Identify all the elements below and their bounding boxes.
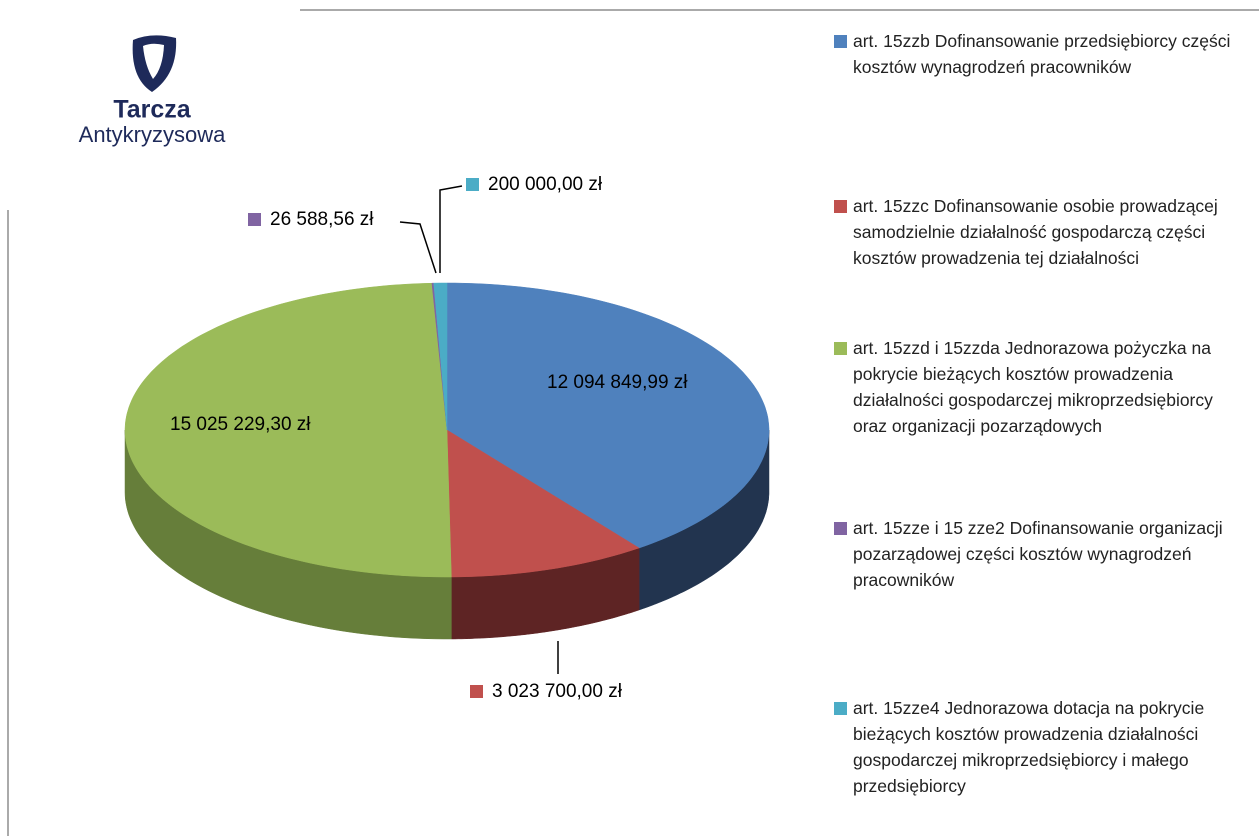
data-label: 200 000,00 zł bbox=[488, 174, 603, 195]
legend-swatch bbox=[834, 200, 847, 213]
legend-item: art. 15zzd i 15zzda Jednorazowa pożyczka… bbox=[834, 335, 1244, 439]
label-key bbox=[525, 376, 538, 389]
logo-shield-inner bbox=[143, 43, 164, 79]
label-key bbox=[248, 213, 261, 226]
slice bbox=[124, 282, 452, 578]
legend-item: art. 15zzc Dofinansowanie osobie prowadz… bbox=[834, 193, 1244, 271]
legend-text: art. 15zzc Dofinansowanie osobie prowadz… bbox=[853, 196, 1218, 268]
slice bbox=[433, 282, 448, 431]
slice bbox=[446, 282, 770, 549]
data-label: 3 023 700,00 zł bbox=[492, 681, 623, 702]
legend-swatch bbox=[834, 702, 847, 715]
legend-item: art. 15zze i 15 zze2 Dofinansowanie orga… bbox=[834, 515, 1244, 593]
legend-swatch bbox=[834, 342, 847, 355]
label-key bbox=[466, 178, 479, 191]
slice bbox=[446, 429, 640, 578]
leader-line bbox=[399, 221, 437, 274]
label-key bbox=[470, 685, 483, 698]
logo-title: Tarcza bbox=[113, 96, 191, 124]
data-label: 12 094 849,99 zł bbox=[547, 372, 688, 393]
legend-swatch bbox=[834, 35, 847, 48]
legend-text: art. 15zze4 Jednorazowa dotacja na pokry… bbox=[853, 698, 1205, 796]
data-label: 26 588,56 zł bbox=[270, 209, 374, 230]
leader-line bbox=[439, 185, 463, 273]
label-key bbox=[148, 418, 161, 431]
legend-text: art. 15zze i 15 zze2 Dofinansowanie orga… bbox=[853, 518, 1223, 590]
logo: Tarcza Antykryzysowa bbox=[79, 35, 226, 147]
legend-item: art. 15zzb Dofinansowanie przedsiębiorcy… bbox=[834, 28, 1244, 80]
legend-text: art. 15zzb Dofinansowanie przedsiębiorcy… bbox=[853, 31, 1231, 77]
legend-swatch bbox=[834, 522, 847, 535]
legend-text: art. 15zzd i 15zzda Jednorazowa pożyczka… bbox=[853, 338, 1213, 436]
data-label: 15 025 229,30 zł bbox=[170, 414, 311, 435]
legend-item: art. 15zze4 Jednorazowa dotacja na pokry… bbox=[834, 695, 1244, 799]
logo-subtitle: Antykryzysowa bbox=[79, 122, 226, 147]
